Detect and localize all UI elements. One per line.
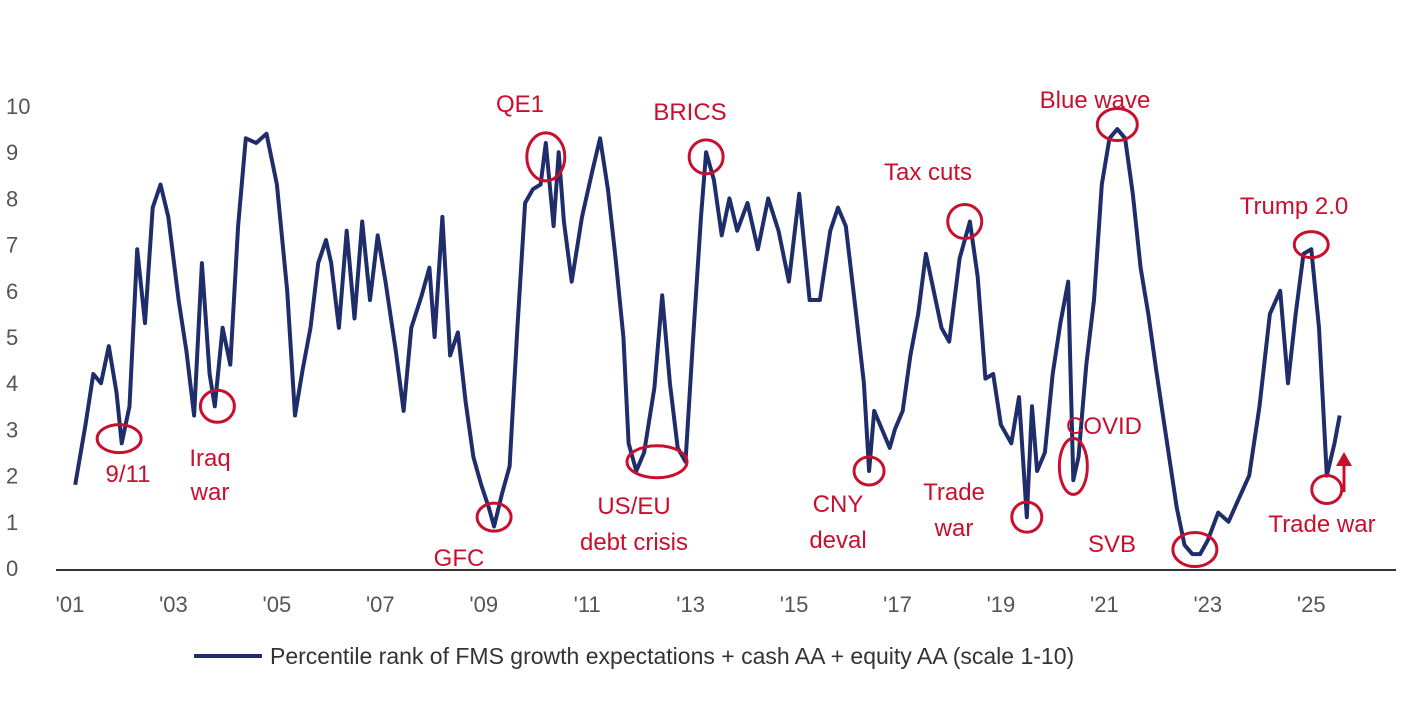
annotation-label: Iraq: [189, 445, 230, 472]
annotation: US/EU debt crisis: [580, 444, 689, 556]
annotation-label: QE1: [496, 91, 544, 118]
annotation-label: US/EU: [597, 493, 670, 520]
annotation-label: Trump 2.0: [1240, 193, 1348, 220]
annotation-ring: [687, 138, 725, 176]
annotation-label: COVID: [1066, 413, 1142, 440]
annotation-label: Trade war: [1268, 511, 1375, 538]
annotation: Blue wave: [1040, 87, 1151, 142]
annotation: SVB: [1088, 531, 1219, 569]
x-tick-label: '11: [574, 592, 601, 617]
y-tick-label: 3: [6, 417, 18, 442]
annotation-ring: [95, 423, 143, 455]
y-tick-label: 1: [6, 510, 18, 535]
annotation-label: BRICS: [653, 99, 726, 126]
x-tick-label: '07: [366, 592, 395, 617]
annotation: 9/11: [95, 423, 151, 488]
legend-label: Percentile rank of FMS growth expectatio…: [270, 643, 1074, 669]
annotation-label: debt crisis: [580, 529, 688, 556]
annotation-ring: [852, 455, 886, 487]
annotation-label: CNY: [813, 491, 864, 518]
annotation-ring: [1095, 106, 1139, 142]
annotation: GFC: [434, 501, 513, 572]
x-tick-label: '09: [469, 592, 498, 617]
annotation-label: 9/11: [106, 461, 151, 488]
annotations: 9/11 Iraq war GFC QE1 US/EU debt crisis BRICS CN…: [95, 87, 1376, 572]
y-tick-label: 8: [6, 186, 18, 211]
annotation-ring: [1292, 230, 1330, 260]
annotation-label: GFC: [434, 545, 485, 572]
annotation-ring: [198, 388, 236, 424]
x-tick-label: '21: [1090, 592, 1119, 617]
annotation-ring: [525, 131, 567, 183]
y-tick-labels: 0 1 2 3 4 5 6 7 8 9 10: [6, 94, 30, 581]
annotation: Trade war: [923, 479, 1044, 542]
x-tick-label: '23: [1193, 592, 1222, 617]
x-tick-label: '05: [263, 592, 292, 617]
annotation-ring: [475, 501, 513, 533]
annotation-ring: [946, 203, 984, 240]
x-tick-labels: '01 '03 '05 '07 '09 '11 '13 '15 '17 '19 '21 '23 '25: [56, 592, 1326, 617]
y-tick-label: 9: [6, 140, 18, 165]
x-tick-label: '17: [883, 592, 912, 617]
annotation: Iraq war: [189, 388, 236, 506]
annotation-label: war: [190, 479, 230, 506]
y-tick-label: 5: [6, 325, 18, 350]
y-tick-label: 4: [6, 371, 18, 396]
annotation-label: Tax cuts: [884, 159, 972, 186]
annotation-label: Trade: [923, 479, 985, 506]
annotation: QE1: [496, 91, 567, 183]
x-tick-label: '01: [56, 592, 85, 617]
annotation: Trump 2.0: [1240, 193, 1348, 260]
legend: Percentile rank of FMS growth expectatio…: [194, 643, 1074, 669]
annotation-ring: [625, 444, 689, 480]
annotation: COVID: [1057, 413, 1142, 496]
annotation: CNY deval: [809, 455, 886, 554]
y-tick-label: 2: [6, 464, 18, 489]
x-tick-label: '25: [1297, 592, 1326, 617]
annotation-label: war: [934, 515, 974, 542]
annotation-label: deval: [809, 527, 866, 554]
annotation-ring: [1010, 500, 1044, 534]
annotation: Tax cuts: [884, 159, 984, 240]
y-tick-label: 0: [6, 556, 18, 581]
y-tick-label: 7: [6, 233, 18, 258]
x-tick-label: '15: [780, 592, 809, 617]
up-arrow-icon: [1336, 452, 1352, 492]
annotation-ring: [1171, 531, 1219, 569]
annotation: BRICS: [653, 99, 727, 176]
annotation-label: SVB: [1088, 531, 1136, 558]
annotation: Trade war: [1268, 473, 1376, 538]
y-tick-label: 10: [6, 94, 30, 119]
x-tick-label: '13: [676, 592, 705, 617]
y-tick-label: 6: [6, 279, 18, 304]
annotation-ring: [1057, 436, 1089, 496]
x-tick-label: '19: [987, 592, 1016, 617]
series-line: [73, 127, 1342, 557]
annotation-label: Blue wave: [1040, 87, 1151, 114]
x-tick-label: '03: [159, 592, 188, 617]
annotation-ring: [1310, 473, 1344, 505]
